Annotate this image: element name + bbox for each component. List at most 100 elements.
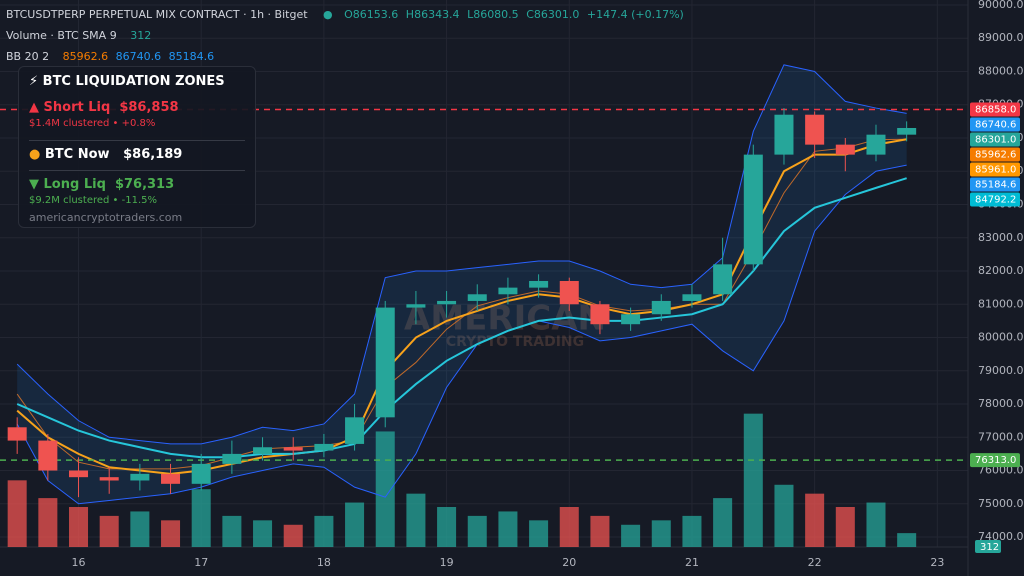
candle-body (682, 294, 702, 301)
candle-body (437, 300, 457, 305)
volume-bar (283, 524, 303, 547)
price-tag (970, 177, 1020, 192)
bb-value: 85184.6 (168, 50, 215, 63)
volume-legend: Volume · BTC SMA 9 312 (6, 29, 155, 42)
volume-bar (651, 520, 671, 547)
band-fill (17, 64, 907, 504)
price-tag-label: 86301.0 (975, 134, 1016, 145)
price-tag-label: 84792.2 (975, 194, 1016, 205)
short-text: ▲ Short Liq (29, 100, 111, 115)
candle-body (283, 447, 303, 451)
price-tag-label: 85961.0 (975, 164, 1016, 175)
volume-bar (774, 484, 794, 547)
volume-bar (191, 489, 211, 547)
candle-body (406, 304, 426, 308)
y-tick-label: 88000.0 (978, 64, 1024, 77)
long-text: ▼ Long Liq (29, 177, 106, 192)
volume-bar (38, 498, 58, 547)
watermark: CRYPTO TRADING (446, 334, 584, 350)
y-tick-label: 78000.0 (978, 397, 1024, 410)
volume-tag (975, 540, 1001, 553)
ohlc: L86080.5 (467, 8, 519, 21)
volume-bar (406, 493, 426, 547)
candle-body (866, 134, 886, 155)
bb-title: BB 20 2 (6, 50, 50, 63)
volume-bar (805, 493, 825, 547)
x-tick-label: 16 (72, 556, 86, 569)
candle-body (222, 453, 242, 464)
candle-body (713, 264, 733, 295)
volume-bar (835, 507, 855, 547)
price-tag (970, 102, 1020, 117)
x-tick-label: 19 (440, 556, 454, 569)
volume-bar (69, 507, 89, 547)
volume-bar (897, 533, 917, 547)
panel-title: ⚡ BTC LIQUIDATION ZONES (29, 74, 225, 89)
volume-bar (498, 511, 518, 547)
y-tick-label: 74000.0 (978, 530, 1024, 543)
volume-bar (7, 480, 27, 547)
price-tag (970, 453, 1020, 468)
y-tick-label: 89000.0 (978, 31, 1024, 44)
now-row: ● BTC Now $86,189 (29, 147, 182, 162)
volume-value: 312 (130, 29, 152, 42)
price-tag-label: 85184.6 (975, 179, 1016, 190)
site: americancryptotraders.com (29, 211, 183, 224)
short-price: $86,858 (119, 100, 179, 115)
long-detail: $9.2M clustered • -11.5% (29, 195, 157, 206)
volume-bar (437, 507, 457, 547)
price-tag-label: 85962.6 (975, 149, 1016, 160)
volume-bar (529, 520, 549, 547)
bb-value: 86740.6 (115, 50, 162, 63)
ohlc: C86301.0 (526, 8, 580, 21)
x-tick-label: 21 (685, 556, 699, 569)
candle-body (897, 127, 917, 135)
price-tag-label: 76313.0 (975, 455, 1016, 466)
volume-bar (253, 520, 273, 547)
candle-body (345, 417, 365, 444)
volume-bar (375, 431, 395, 547)
candle-body (559, 280, 579, 305)
price-tag (970, 147, 1020, 162)
candle-body (651, 300, 671, 315)
y-tick-label: 82000.0 (978, 264, 1024, 277)
volume-bar (345, 502, 365, 547)
candle-body (467, 294, 487, 301)
separator (29, 170, 245, 171)
volume-bar (559, 507, 579, 547)
dot: ● (323, 8, 333, 21)
candle-body (774, 114, 794, 155)
liquidation-panel: ⚡ BTC LIQUIDATION ZONES ▲ Short Liq $86,… (18, 66, 256, 228)
candle-body (621, 314, 641, 325)
indicator-line (16, 64, 907, 445)
now-dot: ● (29, 147, 41, 162)
indicator-line (16, 164, 907, 505)
x-tick-label: 17 (194, 556, 208, 569)
price-tag (970, 132, 1020, 147)
candle-body (7, 427, 27, 441)
candle-body (191, 463, 211, 484)
y-tick-label: 81000.0 (978, 297, 1024, 310)
x-tick-label: 18 (317, 556, 331, 569)
volume-title: Volume · BTC SMA 9 (6, 29, 117, 42)
candle-body (805, 114, 825, 145)
bb-legend: BB 20 2 85962.6 86740.6 85184.6 (6, 50, 218, 63)
volume-bar (713, 498, 733, 547)
candle-body (529, 280, 549, 288)
y-tick-label: 80000.0 (978, 331, 1024, 344)
volume-bar (590, 515, 610, 547)
x-tick-label: 22 (808, 556, 822, 569)
long-price: $76,313 (114, 177, 175, 192)
ohlc: H86343.4 (405, 8, 460, 21)
now-price: $86,189 (123, 147, 183, 162)
volume-bar (99, 515, 119, 547)
candle-body (314, 443, 334, 451)
y-tick-label: 90000.0 (978, 0, 1024, 11)
x-tick-label: 23 (930, 556, 944, 569)
volume-bar (130, 511, 150, 547)
price-tag-label: 86858.0 (975, 104, 1016, 115)
short-label: ▲ Short Liq $86,858 (29, 100, 179, 115)
volume-bar (682, 515, 702, 547)
price-tag-label: 86740.6 (975, 119, 1016, 130)
